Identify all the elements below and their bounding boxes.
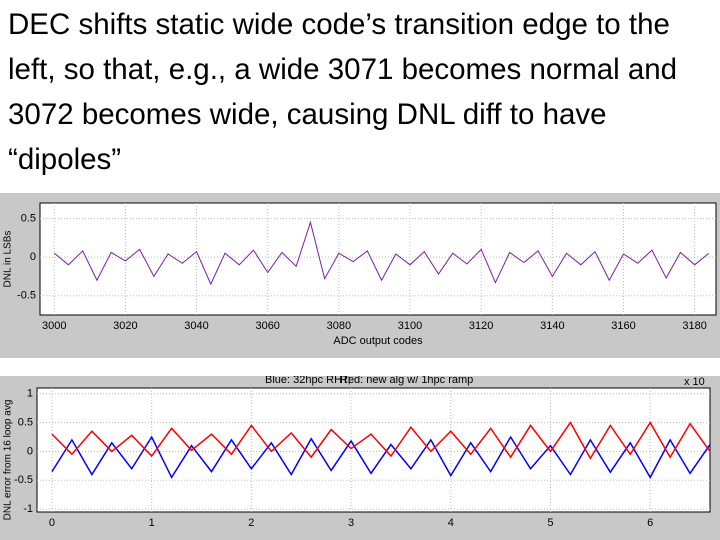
y-tick-label: 0.5 bbox=[21, 212, 36, 224]
axis-multiplier: x 10 bbox=[684, 376, 705, 388]
y-axis-label: DNL error from 16 loop avg bbox=[3, 400, 14, 521]
y-tick-label: -0.5 bbox=[14, 474, 33, 486]
data-line bbox=[51, 435, 711, 479]
chart: 1 0.5 0 -0.5 -1 0 1 2 3 4 5 6 DNL error from 16 loop… bbox=[0, 376, 720, 540]
slide-title: DEC shifts static wide code’s transition… bbox=[8, 8, 678, 176]
y-tick-label: 0 bbox=[27, 445, 33, 457]
x-tick-label: 4 bbox=[448, 517, 454, 529]
y-tick-label: -0.5 bbox=[17, 290, 36, 302]
x-tick-label: 6 bbox=[647, 517, 653, 529]
x-tick-label: 3080 bbox=[327, 320, 351, 332]
chart: 0.5 0 -0.5 3000 3020 3040 3060 3080 3100 3120 3140… bbox=[0, 193, 720, 358]
x-tick-label: 3140 bbox=[540, 320, 564, 332]
x-tick-label: 0 bbox=[49, 517, 55, 529]
x-tick-label: 2 bbox=[248, 517, 254, 529]
x-tick-label: 3180 bbox=[682, 320, 706, 332]
annotation: Blue: 32hpc RHT; bbox=[265, 376, 351, 386]
data-line bbox=[53, 220, 710, 286]
y-tick-label: 0.5 bbox=[18, 417, 33, 429]
data-line bbox=[51, 421, 711, 460]
y-axis-label: DNL in LSBs bbox=[3, 231, 14, 288]
x-tick-label: 3020 bbox=[113, 320, 137, 332]
x-tick-label: 3160 bbox=[611, 320, 635, 332]
y-tick-label: 0 bbox=[30, 251, 36, 263]
x-tick-label: 3100 bbox=[398, 320, 422, 332]
x-tick-label: 3060 bbox=[255, 320, 279, 332]
x-tick-label: 3120 bbox=[469, 320, 493, 332]
x-tick-label: 3040 bbox=[184, 320, 208, 332]
plot-area bbox=[36, 387, 711, 513]
x-tick-label: 1 bbox=[149, 517, 155, 529]
x-axis-label: ADC output codes bbox=[333, 335, 423, 347]
y-tick-label: -1 bbox=[23, 503, 33, 515]
y-tick-label: 1 bbox=[27, 388, 33, 400]
x-tick-label: 3 bbox=[348, 517, 354, 529]
plot-area bbox=[39, 202, 717, 316]
x-tick-label: 3000 bbox=[42, 320, 66, 332]
annotation: Red: new alg w/ 1hpc ramp bbox=[340, 376, 473, 386]
x-tick-label: 5 bbox=[547, 517, 553, 529]
